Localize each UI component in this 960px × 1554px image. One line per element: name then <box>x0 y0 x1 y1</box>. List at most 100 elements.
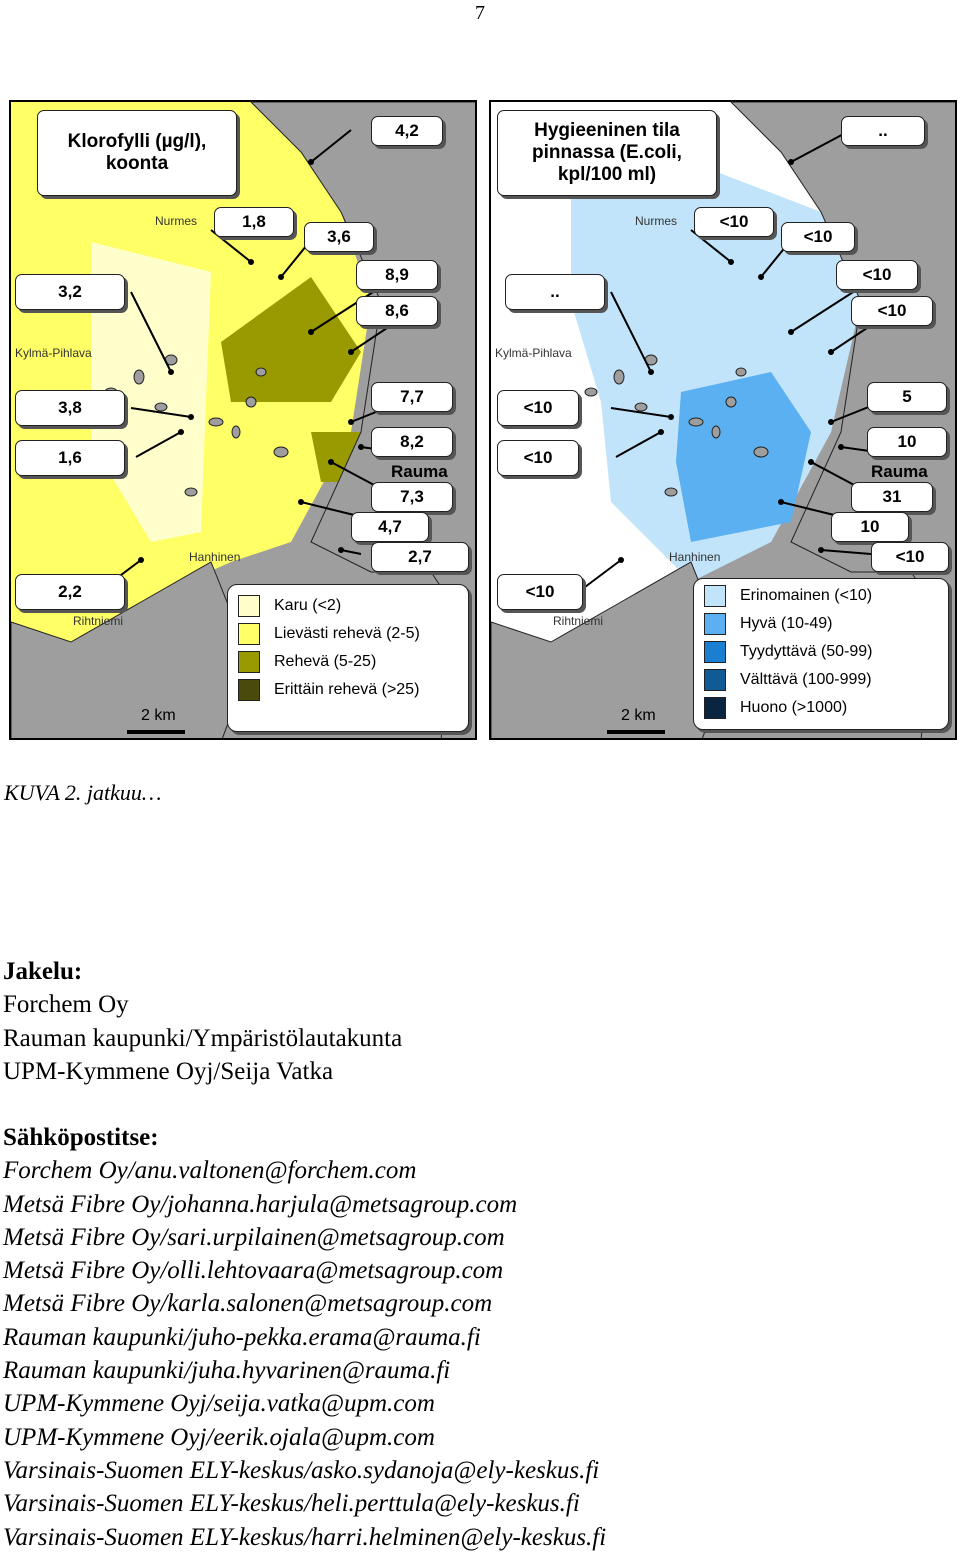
value-label: 3,6 <box>304 222 374 252</box>
value-label: 10 <box>867 427 947 457</box>
place-rauma: Rauma <box>871 462 928 481</box>
legend-swatch <box>238 679 260 701</box>
value-label: 4,7 <box>351 512 429 542</box>
legend-label: Lievästi rehevä (2-5) <box>274 625 420 642</box>
distribution-section: Jakelu: Forchem Oy Rauman kaupunki/Ympär… <box>3 955 402 1088</box>
value-label: 7,3 <box>371 482 453 512</box>
email-line: Metsä Fibre Oy/olli.lehtovaara@metsagrou… <box>3 1257 504 1285</box>
email-section: Sähköpostitse: Forchem Oy/anu.valtonen@f… <box>3 1121 606 1554</box>
email-line: Varsinais-Suomen ELY-keskus/asko.sydanoj… <box>3 1456 600 1484</box>
value-label: 1,6 <box>15 440 125 476</box>
value-label: 8,6 <box>356 296 438 326</box>
legend-item: Huono (>1000) <box>704 697 847 719</box>
legend-swatch <box>238 595 260 617</box>
scale-bar <box>127 730 185 734</box>
distribution-heading: Jakelu: <box>3 958 83 985</box>
chlorophyll-map: Klorofylli (µg/l), koonta 4,2 1,8 3,6 3,… <box>9 100 477 740</box>
value-label: .. <box>841 116 925 146</box>
value-label: <10 <box>497 574 583 610</box>
scale-label: 2 km <box>141 707 176 724</box>
legend-swatch <box>704 641 726 663</box>
email-heading: Sähköpostitse: <box>3 1124 159 1151</box>
value-label: 8,9 <box>356 260 438 290</box>
email-line: Rauman kaupunki/juha.hyvarinen@rauma.fi <box>3 1357 451 1385</box>
legend-label: Erinomainen (<10) <box>740 587 873 604</box>
islands <box>584 354 769 497</box>
place-hanhinen: Hanhinen <box>189 550 241 564</box>
value-label: 10 <box>831 512 909 542</box>
figure-caption: KUVA 2. jatkuu… <box>4 780 162 805</box>
value-label: 31 <box>851 482 933 512</box>
legend-item: Tyydyttävä (50-99) <box>704 641 873 663</box>
value-label: <10 <box>497 390 579 426</box>
legend-label: Erittäin rehevä (>25) <box>274 681 420 698</box>
map-legend: Erinomainen (<10) Hyvä (10-49) Tyydyttäv… <box>693 578 949 730</box>
place-kylma-pihlava: Kylmä-Pihlava <box>15 346 92 360</box>
place-rauma: Rauma <box>391 462 448 481</box>
value-label: <10 <box>694 207 774 237</box>
value-label: 2,7 <box>371 542 469 572</box>
legend-swatch <box>704 613 726 635</box>
value-label: <10 <box>781 222 855 252</box>
map-title: Klorofylli (µg/l), koonta <box>37 110 237 196</box>
distribution-line: Rauman kaupunki/Ympäristölautakunta <box>3 1024 403 1052</box>
legend-label: Huono (>1000) <box>740 699 848 716</box>
place-rihtniemi: Rihtniemi <box>73 614 124 628</box>
legend-swatch <box>704 669 726 691</box>
legend-label: Välttävä (100-999) <box>740 671 872 688</box>
value-label: 5 <box>867 382 947 412</box>
value-label: 3,2 <box>15 274 125 310</box>
legend-item: Karu (<2) <box>238 595 341 617</box>
sample-points <box>138 159 364 563</box>
hygiene-map: Hygieeninen tila pinnassa (E.coli, kpl/1… <box>489 100 957 740</box>
email-line: Varsinais-Suomen ELY-keskus/heli.perttul… <box>3 1490 580 1518</box>
legend-item: Erinomainen (<10) <box>704 585 872 607</box>
sample-points <box>618 159 844 563</box>
place-nurmes: Nurmes <box>635 214 678 228</box>
legend-item: Rehevä (5-25) <box>238 651 376 673</box>
email-line: Metsä Fibre Oy/johanna.harjula@metsagrou… <box>3 1190 518 1218</box>
email-line: Varsinais-Suomen ELY-keskus/harri.helmin… <box>3 1523 607 1551</box>
legend-swatch <box>238 623 260 645</box>
place-nurmes: Nurmes <box>155 214 198 228</box>
legend-swatch <box>704 585 726 607</box>
water-good-zone <box>676 372 811 542</box>
value-label: 7,7 <box>371 382 453 412</box>
distribution-line: Forchem Oy <box>3 991 129 1019</box>
value-label: .. <box>505 274 605 310</box>
legend-item: Välttävä (100-999) <box>704 669 872 691</box>
legend-label: Hyvä (10-49) <box>740 615 833 632</box>
value-label: <10 <box>851 296 933 326</box>
place-hanhinen: Hanhinen <box>669 550 721 564</box>
scale-bar <box>607 730 665 734</box>
value-label: 3,8 <box>15 390 125 426</box>
map-title: Hygieeninen tila pinnassa (E.coli, kpl/1… <box>497 110 717 196</box>
legend-label: Rehevä (5-25) <box>274 653 377 670</box>
legend-item: Hyvä (10-49) <box>704 613 832 635</box>
legend-swatch <box>238 651 260 673</box>
value-label: 1,8 <box>214 207 294 237</box>
value-label: 2,2 <box>15 574 125 610</box>
scale-label: 2 km <box>621 707 656 724</box>
email-line: Metsä Fibre Oy/sari.urpilainen@metsagrou… <box>3 1223 505 1251</box>
map-legend: Karu (<2) Lievästi rehevä (2-5) Rehevä (… <box>227 584 469 732</box>
legend-label: Karu (<2) <box>274 597 342 614</box>
place-kylma-pihlava: Kylmä-Pihlava <box>495 346 572 360</box>
chlorophyll-map-graphic <box>11 102 475 738</box>
value-label: <10 <box>497 440 579 476</box>
page-number: 7 <box>475 2 485 24</box>
email-line: UPM-Kymmene Oyj/eerik.ojala@upm.com <box>3 1423 435 1451</box>
legend-item: Erittäin rehevä (>25) <box>238 679 419 701</box>
value-label: <10 <box>836 260 918 290</box>
email-line: Rauman kaupunki/juho-pekka.erama@rauma.f… <box>3 1323 481 1351</box>
distribution-line: UPM-Kymmene Oyj/Seija Vatka <box>3 1057 334 1085</box>
place-rihtniemi: Rihtniemi <box>553 614 604 628</box>
legend-swatch <box>704 697 726 719</box>
legend-item: Lievästi rehevä (2-5) <box>238 623 420 645</box>
email-line: UPM-Kymmene Oyj/seija.vatka@upm.com <box>3 1390 435 1418</box>
value-label: <10 <box>871 542 949 572</box>
value-label: 8,2 <box>371 427 453 457</box>
legend-label: Tyydyttävä (50-99) <box>740 643 873 660</box>
email-line: Forchem Oy/anu.valtonen@forchem.com <box>3 1157 417 1185</box>
value-label: 4,2 <box>371 116 443 146</box>
